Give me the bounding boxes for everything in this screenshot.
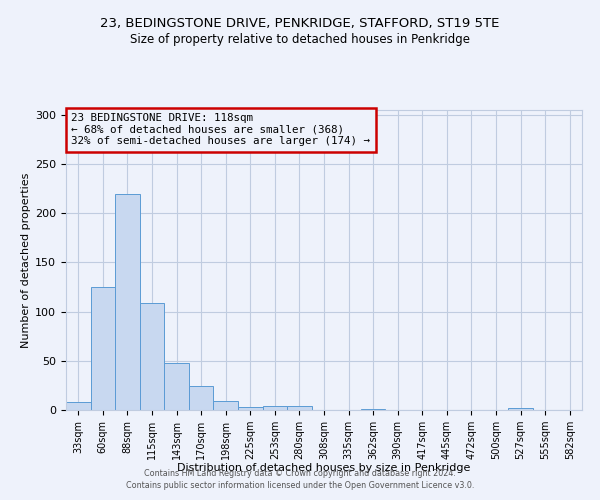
Bar: [263, 406, 287, 410]
Bar: [189, 386, 214, 410]
Bar: [361, 409, 385, 410]
X-axis label: Distribution of detached houses by size in Penkridge: Distribution of detached houses by size …: [178, 464, 470, 473]
Bar: [214, 401, 238, 410]
Bar: [287, 406, 312, 410]
Bar: [238, 407, 263, 410]
Text: Contains HM Land Registry data © Crown copyright and database right 2024.: Contains HM Land Registry data © Crown c…: [144, 468, 456, 477]
Y-axis label: Number of detached properties: Number of detached properties: [21, 172, 31, 348]
Bar: [508, 408, 533, 410]
Text: 23 BEDINGSTONE DRIVE: 118sqm
← 68% of detached houses are smaller (368)
32% of s: 23 BEDINGSTONE DRIVE: 118sqm ← 68% of de…: [71, 113, 370, 146]
Text: Size of property relative to detached houses in Penkridge: Size of property relative to detached ho…: [130, 32, 470, 46]
Text: 23, BEDINGSTONE DRIVE, PENKRIDGE, STAFFORD, ST19 5TE: 23, BEDINGSTONE DRIVE, PENKRIDGE, STAFFO…: [100, 18, 500, 30]
Bar: [115, 194, 140, 410]
Bar: [164, 363, 189, 410]
Bar: [91, 287, 115, 410]
Text: Contains public sector information licensed under the Open Government Licence v3: Contains public sector information licen…: [126, 481, 474, 490]
Bar: [140, 303, 164, 410]
Bar: [66, 402, 91, 410]
